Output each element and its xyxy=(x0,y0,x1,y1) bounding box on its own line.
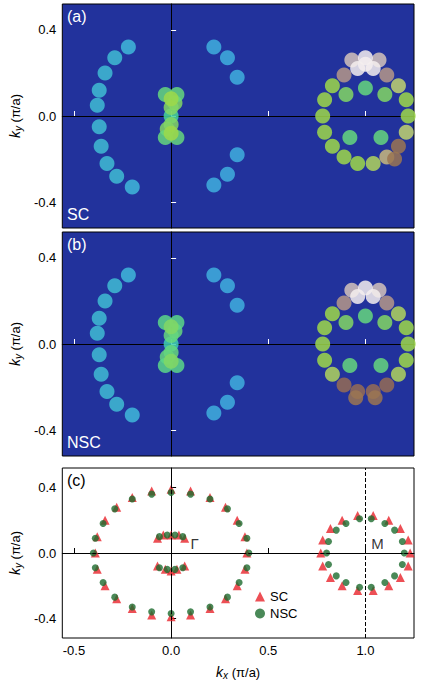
svg-text:(c): (c) xyxy=(67,472,86,489)
svg-text:k: k xyxy=(7,131,23,138)
svg-text:NSC: NSC xyxy=(67,434,101,451)
svg-text:(π/a): (π/a) xyxy=(8,322,23,354)
svg-text:SC: SC xyxy=(67,206,89,223)
svg-text:0.0: 0.0 xyxy=(38,337,56,352)
svg-text:SC: SC xyxy=(270,589,288,604)
svg-text:k: k xyxy=(7,568,23,575)
svg-text:y: y xyxy=(12,563,24,568)
svg-text:0.0: 0.0 xyxy=(38,546,56,561)
svg-text:0.4: 0.4 xyxy=(38,22,56,37)
svg-text:Γ: Γ xyxy=(191,535,199,552)
svg-text:-0.5: -0.5 xyxy=(63,643,85,658)
svg-text:M: M xyxy=(371,535,384,552)
svg-text:0.0: 0.0 xyxy=(162,643,180,658)
svg-text:0.4: 0.4 xyxy=(38,480,56,495)
svg-text:(π/a): (π/a) xyxy=(228,665,260,680)
svg-text:0.4: 0.4 xyxy=(38,250,56,265)
svg-text:y: y xyxy=(12,354,24,359)
svg-text:-0.4: -0.4 xyxy=(34,423,56,438)
svg-text:0.5: 0.5 xyxy=(259,643,277,658)
svg-text:k: k xyxy=(7,359,23,366)
svg-text:0.0: 0.0 xyxy=(38,109,56,124)
svg-text:1.0: 1.0 xyxy=(356,643,374,658)
svg-text:y: y xyxy=(12,126,24,131)
svg-text:(b): (b) xyxy=(67,236,87,253)
svg-text:(π/a): (π/a) xyxy=(8,94,23,126)
svg-text:NSC: NSC xyxy=(270,606,297,621)
svg-text:(π/a): (π/a) xyxy=(8,531,23,563)
svg-text:(a): (a) xyxy=(67,8,87,25)
svg-text:-0.4: -0.4 xyxy=(34,611,56,626)
html-text:kx: kx xyxy=(216,664,229,681)
svg-text:-0.4: -0.4 xyxy=(34,195,56,210)
